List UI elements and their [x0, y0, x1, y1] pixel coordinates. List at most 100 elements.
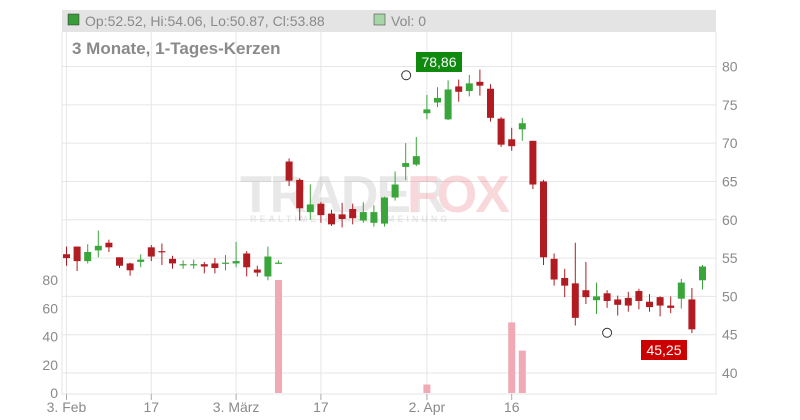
- candlesticks: [63, 69, 706, 334]
- candle-body: [63, 254, 70, 259]
- candle-body: [158, 251, 166, 253]
- price-tick-label: 65: [722, 173, 738, 189]
- ohlc-readout: Op:52.52, Hi:54.06, Lo:50.87, Cl:53.88: [85, 13, 325, 29]
- volume-bars: [275, 280, 526, 393]
- candle-body: [296, 179, 304, 209]
- volume-bar: [423, 384, 431, 393]
- candle-body: [688, 299, 696, 330]
- volume-axis: 0 20 40 60 80: [42, 272, 58, 401]
- candle-body: [211, 263, 219, 269]
- candle-body: [455, 86, 463, 92]
- candle-body: [306, 204, 314, 213]
- candle-body: [264, 256, 272, 277]
- candle-body: [285, 161, 293, 181]
- price-tick-label: 50: [722, 288, 738, 304]
- traderfox-watermark: TRADER FOX REALTIME BÖRSEN MEINUNG: [240, 166, 512, 224]
- candle-body: [656, 297, 664, 306]
- volume-tick-label: 20: [42, 357, 58, 373]
- volume-tick-label: 80: [42, 272, 58, 288]
- price-tick-label: 70: [722, 135, 738, 151]
- date-axis: 3. Feb 17 3. März 17 2. Apr 16: [47, 394, 520, 415]
- price-tick-label: 40: [722, 365, 738, 381]
- candle-body: [497, 118, 505, 145]
- candle-body: [603, 293, 611, 301]
- candle-body: [529, 140, 537, 185]
- price-tick-label: 80: [722, 59, 738, 75]
- candle-body: [677, 282, 685, 299]
- candle-body: [465, 83, 473, 92]
- candle-body: [370, 212, 378, 223]
- watermark-brand-part1: TRADER: [240, 166, 446, 224]
- volume-tick-label: 0: [50, 385, 58, 401]
- candle-body: [147, 247, 155, 257]
- candle-body: [190, 264, 198, 266]
- candle-body: [243, 253, 251, 268]
- price-tick-label: 55: [722, 250, 738, 266]
- candle-body: [328, 213, 335, 225]
- volume-readout: Vol: 0: [391, 13, 426, 29]
- candle-body: [593, 296, 600, 301]
- candle-body: [232, 261, 240, 264]
- volume-bar: [508, 322, 516, 393]
- candle-body: [667, 305, 675, 308]
- volume-bar: [518, 350, 526, 393]
- candle-body: [179, 264, 187, 266]
- high-label-box: [416, 52, 462, 72]
- candle-body: [582, 290, 590, 298]
- candle-body: [402, 163, 410, 167]
- candle-body: [550, 258, 558, 280]
- volume-legend-swatch: [373, 13, 386, 26]
- gridlines: [62, 32, 716, 394]
- date-tick-label: 2. Apr: [409, 399, 446, 415]
- candle-body: [94, 245, 102, 251]
- low-label-box: [641, 340, 687, 360]
- candle-body: [540, 181, 547, 258]
- candle-body: [571, 283, 579, 318]
- high-label: 78,86: [421, 54, 456, 70]
- candle-body: [359, 212, 367, 221]
- watermark-tagline: REALTIME BÖRSEN MEINUNG: [250, 214, 450, 224]
- candle-body: [381, 197, 388, 224]
- high-annotation: 78,86: [401, 52, 462, 81]
- candle-body: [487, 88, 494, 118]
- candle-body: [349, 209, 357, 219]
- volume-bar: [275, 280, 282, 393]
- low-label: 45,25: [646, 342, 681, 358]
- candle-body: [200, 264, 208, 267]
- candle-body: [137, 259, 145, 262]
- candle-body: [561, 277, 569, 286]
- volume-tick-label: 60: [42, 300, 58, 316]
- candle-body: [518, 123, 526, 130]
- candle-body: [614, 299, 622, 305]
- candle-body: [275, 262, 282, 264]
- date-tick-label: 16: [504, 399, 520, 415]
- candle-body: [253, 269, 261, 273]
- date-tick-label: 17: [313, 399, 329, 415]
- candle-body: [635, 291, 643, 301]
- ohlc-legend-swatch: [67, 13, 80, 26]
- price-axis: 40 45 50 55 60 65 70 75 80: [722, 59, 738, 382]
- watermark-brand-part2: FOX: [407, 166, 510, 224]
- candle-body: [126, 263, 134, 271]
- candle-body: [169, 258, 176, 264]
- candle-body: [444, 89, 452, 120]
- high-marker: [401, 70, 412, 81]
- candle-body: [73, 246, 81, 262]
- candle-body: [423, 109, 431, 114]
- candle-body: [476, 81, 484, 86]
- candle-body: [434, 97, 441, 103]
- volume-tick-label: 40: [42, 329, 58, 345]
- price-tick-label: 75: [722, 97, 738, 113]
- candle-body: [646, 301, 653, 308]
- chart-title: 3 Monate, 1-Tages-Kerzen: [72, 39, 280, 58]
- candle-body: [116, 257, 123, 266]
- candle-body: [508, 139, 516, 147]
- date-tick-label: 17: [144, 399, 160, 415]
- low-marker: [602, 327, 613, 338]
- candle-body: [317, 203, 325, 216]
- low-annotation: 45,25: [602, 327, 687, 360]
- candle-body: [391, 184, 399, 198]
- candle-body: [624, 297, 632, 306]
